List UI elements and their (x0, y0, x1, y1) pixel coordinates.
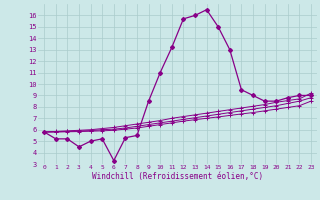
X-axis label: Windchill (Refroidissement éolien,°C): Windchill (Refroidissement éolien,°C) (92, 172, 263, 181)
